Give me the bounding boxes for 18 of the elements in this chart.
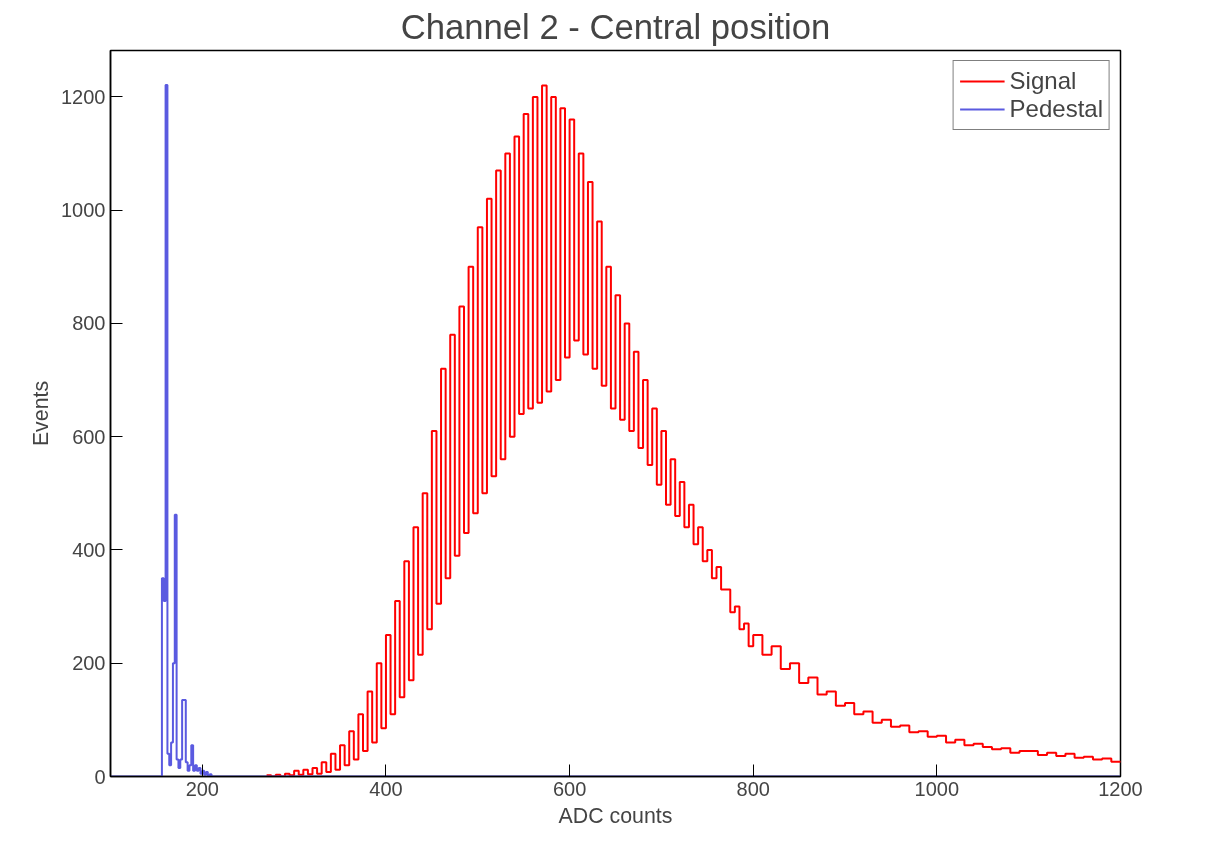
legend-label: Pedestal	[1009, 95, 1103, 123]
y-tick-label: 600	[72, 425, 106, 448]
x-tick-label: 600	[552, 777, 587, 800]
x-tick-label: 1200	[1098, 777, 1143, 800]
y-tick-label: 400	[72, 538, 106, 561]
y-tick-label: 0	[94, 765, 106, 788]
y-tick-label: 1200	[61, 85, 106, 108]
chart-title: Channel 2 - Central position	[400, 7, 831, 46]
x-tick-label: 400	[369, 777, 403, 800]
x-tick-label: 200	[185, 777, 220, 800]
y-tick-label: 200	[72, 652, 106, 675]
legend-label: Signal	[1009, 67, 1077, 95]
y-tick-label: 800	[72, 312, 106, 335]
x-axis-title: ADC counts	[558, 803, 673, 828]
x-tick-label: 1000	[914, 777, 960, 800]
x-tick-label: 800	[736, 777, 770, 800]
y-tick-label: 1000	[61, 199, 106, 222]
y-axis-title: Events	[29, 380, 54, 447]
